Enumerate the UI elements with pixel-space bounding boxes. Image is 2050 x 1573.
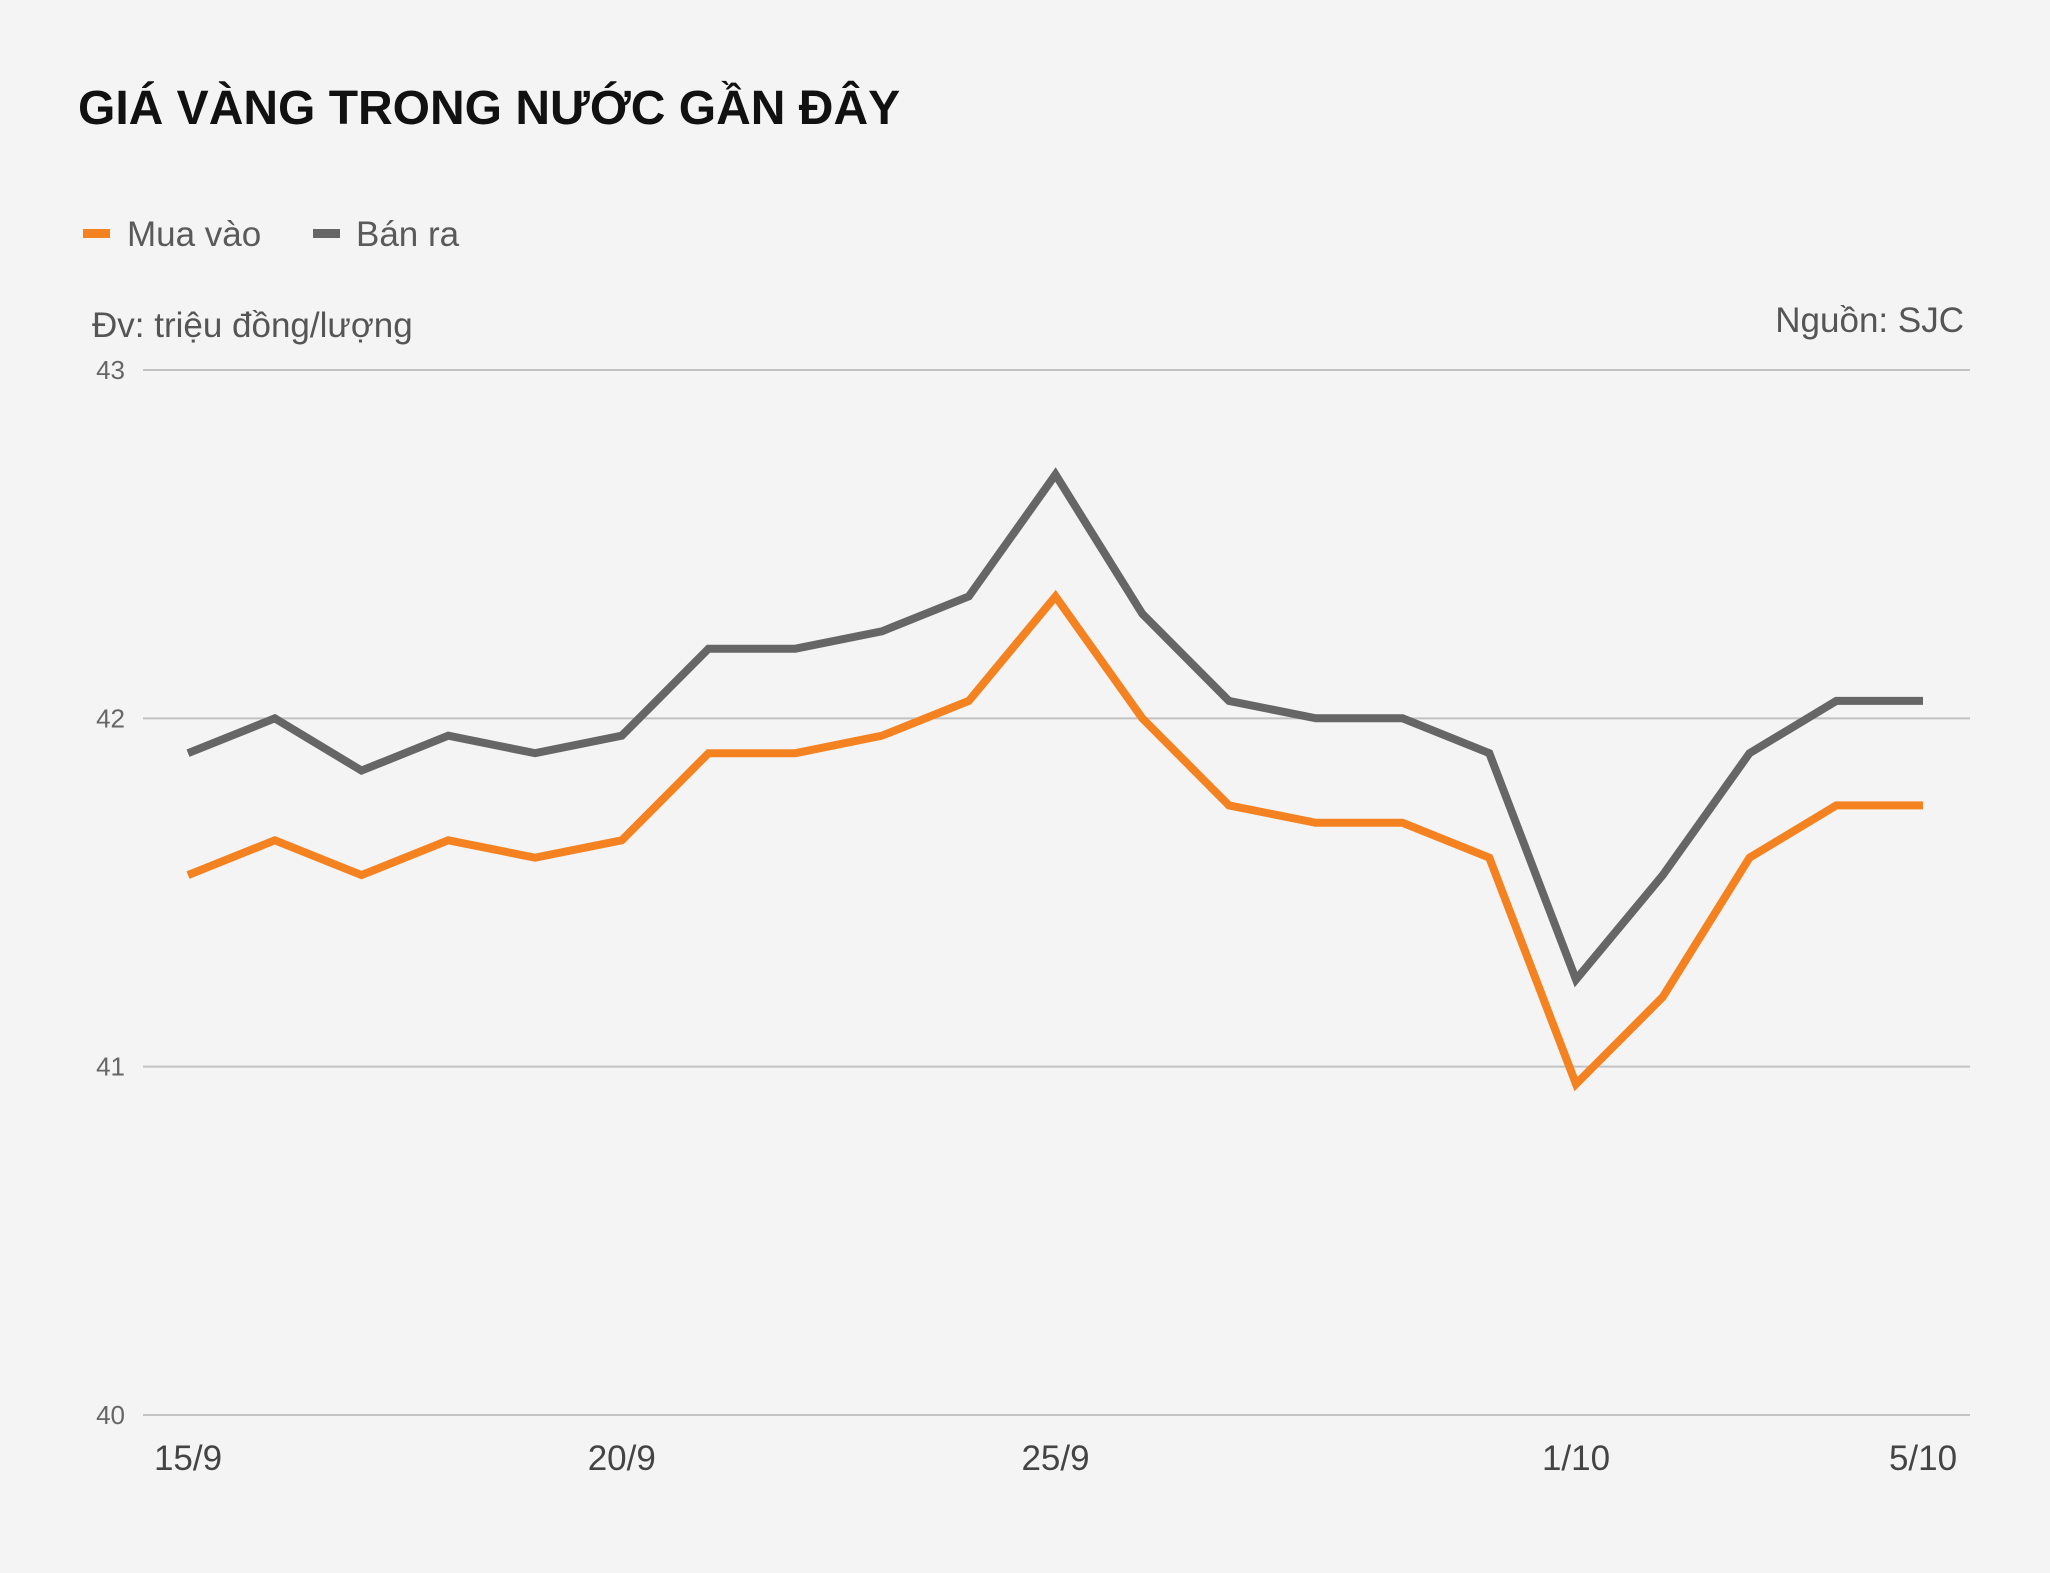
x-tick-label: 25/9 — [1021, 1439, 1089, 1478]
y-tick-label: 40 — [96, 1400, 125, 1430]
series-line-mua-vao — [186, 589, 1923, 1092]
unit-label: Đv: triệu đồng/lượng — [92, 306, 413, 345]
legend-label-mua-vao: Mua vào — [127, 215, 261, 254]
y-tick-label: 43 — [96, 355, 125, 385]
y-axis-labels: 40 41 42 43 — [96, 355, 125, 1430]
y-tick-label: 42 — [96, 703, 125, 733]
legend-swatch-ban-ra — [313, 229, 340, 238]
legend: Mua vào Bán ra — [83, 215, 460, 254]
x-tick-label: 5/10 — [1889, 1439, 1957, 1478]
x-tick-label: 1/10 — [1542, 1439, 1610, 1478]
x-tick-label: 20/9 — [588, 1439, 656, 1478]
series-layer — [186, 467, 1923, 1092]
x-axis-labels: 15/9 20/9 25/9 1/10 5/10 — [154, 1439, 1957, 1478]
legend-label-ban-ra: Bán ra — [356, 215, 460, 254]
series-line-ban-ra — [186, 467, 1923, 988]
y-tick-label: 41 — [96, 1052, 125, 1082]
source-label: Nguồn: SJC — [1775, 301, 1964, 340]
chart-title: GIÁ VÀNG TRONG NƯỚC GẦN ĐÂY — [78, 80, 900, 135]
legend-swatch-mua-vao — [83, 229, 110, 238]
grid-layer — [143, 369, 1970, 1416]
x-tick-label: 15/9 — [154, 1439, 222, 1478]
